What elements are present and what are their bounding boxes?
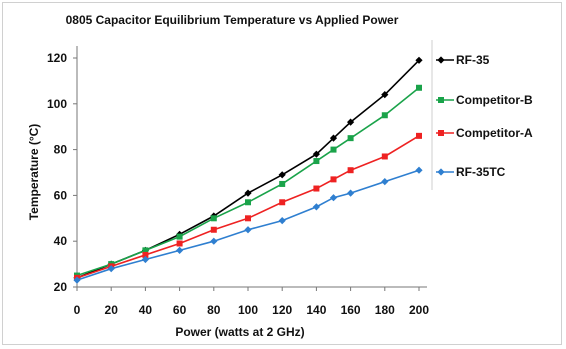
y-tick-label: 20 [54,280,68,294]
data-point [279,199,286,206]
data-point [73,276,81,284]
series-rf-35 [73,56,423,282]
data-point [279,180,286,187]
data-point [381,153,388,160]
data-point [210,226,217,233]
data-point [245,199,251,206]
data-point [107,265,115,273]
y-tick-label: 60 [54,188,68,202]
data-point [176,233,183,240]
data-point [312,150,320,158]
data-point [381,91,389,99]
legend-marker [438,97,444,103]
legend-marker [437,56,445,64]
series-line [76,169,420,281]
legend-entry: RF-35 [436,53,490,67]
x-tick-label: 60 [173,303,187,317]
data-point [313,158,320,165]
data-point [381,178,389,186]
data-point [347,118,355,126]
data-point [278,216,286,225]
series-competitor-b [74,84,422,279]
data-point [347,135,354,142]
series-line [76,59,420,279]
data-point [244,226,252,234]
x-tick-label: 120 [272,303,292,317]
x-tick-label: 140 [306,303,326,317]
data-point [142,247,149,254]
data-point [313,185,320,192]
y-tick-label: 80 [54,143,68,157]
y-tick-label: 100 [47,97,67,111]
series-rf-35tc [73,166,423,284]
legend-label: RF-35TC [456,165,506,179]
series-line [76,87,420,277]
data-point [245,215,251,222]
data-point [415,56,423,64]
data-point [329,194,338,202]
x-tick-label: 80 [207,303,221,317]
legend-entry: Competitor-A [436,126,533,140]
x-tick-label: 200 [409,303,429,317]
legend-entry: RF-35TC [436,165,506,179]
data-point [142,251,149,258]
y-axis-label: Temperature (°C) [27,124,41,221]
legend-label: Competitor-A [456,126,533,140]
data-point [244,189,252,197]
y-tick-label: 40 [54,234,68,248]
data-point [329,134,338,142]
legend-entry: Competitor-B [436,93,533,107]
data-point [176,240,183,247]
x-tick-label: 160 [341,303,361,317]
data-point [347,189,355,197]
series-competitor-a [74,132,422,281]
data-point [176,246,184,254]
data-point [141,255,149,264]
axes: 20 40 60 80 100 120 0 20 40 60 80 100 120 140 160 180 20… [47,40,433,317]
data-point [416,132,422,139]
legend-marker [437,168,445,176]
x-axis-label: Power (watts at 2 GHz) [175,325,304,339]
chart-title: 0805 Capacitor Equilibrium Temperature v… [66,13,399,27]
data-point [210,215,217,222]
data-point [381,112,388,119]
data-point [347,167,354,174]
legend-label: Competitor-B [456,93,533,107]
y-tick-label: 120 [47,51,67,65]
data-point [278,171,286,179]
x-tick-label: 20 [105,303,119,317]
data-point [210,237,218,245]
plot-series [73,56,423,284]
x-tick-label: 100 [238,303,258,317]
x-tick-label: 180 [375,303,395,317]
legend: RF-35 Competitor-B Competitor-A RF-35TC [436,53,533,179]
legend-label: RF-35 [456,53,490,67]
x-tick-label: 40 [139,303,153,317]
data-point [312,203,320,211]
series-line [76,135,420,279]
data-point [416,84,422,91]
legend-marker [438,130,444,136]
data-point [415,166,423,174]
x-tick-label: 0 [74,303,81,317]
data-point [330,146,337,153]
data-point [330,176,337,183]
